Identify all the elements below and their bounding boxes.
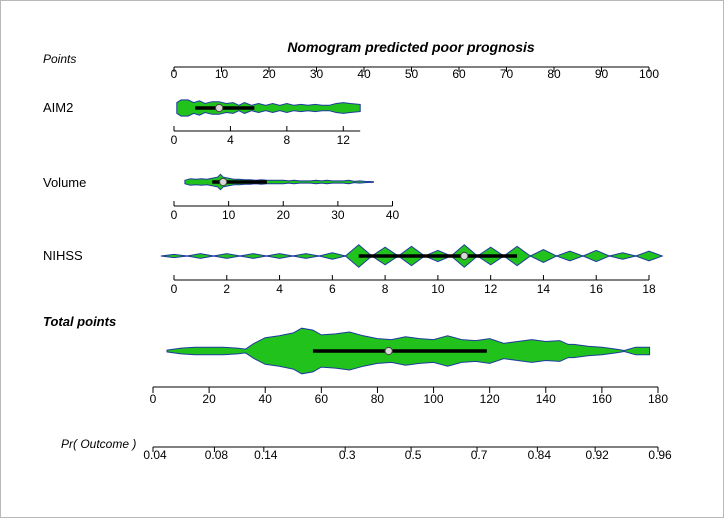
volume-tick-label: 30 [331,208,345,222]
volume-violin [184,173,374,191]
aim2-tick-label: 0 [171,133,178,147]
aim2-violin [176,99,361,117]
total-points-tick-label: 20 [202,392,216,406]
total-points-tick-label: 120 [480,392,500,406]
total-points-tick-label: 140 [536,392,556,406]
probability-tick-label: 0.5 [405,448,422,462]
points-tick-label: 30 [310,67,324,81]
points-tick-label: 40 [357,67,371,81]
points-row: Points 0 10 20 30 40 50 60 70 80 90 100 [43,52,659,81]
volume-row: Volume 0 10 20 30 40 [43,173,400,222]
points-tick-label: 80 [547,67,561,81]
total-points-tick-label: 40 [259,392,273,406]
nihss-label: NIHSS [43,248,83,263]
probability-tick-label: 0.92 [585,448,609,462]
nihss-tick-label: 14 [537,282,551,296]
total-points-tick-label: 0 [150,392,157,406]
aim2-median-point [215,103,224,113]
points-tick-label: 60 [452,67,466,81]
points-tick-label: 70 [500,67,514,81]
aim2-tick-label: 4 [227,133,234,147]
aim2-row: AIM2 0 4 8 12 [43,99,361,147]
points-tick-label: 0 [171,67,178,81]
total-points-median-point [384,346,393,356]
probability-tick-label: 0.96 [648,448,672,462]
nihss-tick-label: 0 [171,282,178,296]
nihss-tick-label: 6 [329,282,336,296]
probability-label: Pr( Outcome ) [61,437,136,451]
points-tick-label: 50 [405,67,419,81]
points-tick-label: 100 [639,67,659,81]
total-points-tick-label: 100 [424,392,444,406]
nihss-tick-label: 18 [642,282,656,296]
probability-tick-label: 0.08 [205,448,229,462]
volume-label: Volume [43,175,86,190]
nihss-tick-label: 2 [223,282,230,296]
points-tick-label: 10 [215,67,229,81]
probability-tick-label: 0.3 [339,448,356,462]
volume-tick-label: 0 [171,208,178,222]
aim2-label: AIM2 [43,100,73,115]
probability-tick-label: 0.7 [471,448,488,462]
nihss-tick-label: 10 [431,282,445,296]
volume-tick-label: 10 [222,208,236,222]
volume-tick-label: 40 [386,208,400,222]
probability-tick-label: 0.84 [528,448,552,462]
volume-tick-label: 20 [277,208,291,222]
nihss-tick-label: 16 [590,282,604,296]
nihss-tick-label: 8 [382,282,389,296]
total-points-label: Total points [43,314,116,329]
total-points-row: Total points 0 20 40 60 80 100 120 140 160 180 [43,314,668,406]
points-label: Points [43,52,76,66]
chart-title: Nomogram predicted poor prognosis [287,39,535,55]
points-tick-label: 20 [262,67,276,81]
points-tick-label: 90 [595,67,609,81]
total-points-tick-label: 80 [371,392,385,406]
probability-tick-label: 0.14 [254,448,278,462]
nihss-median-point [460,251,469,261]
aim2-tick-label: 12 [337,133,351,147]
total-points-tick-label: 160 [592,392,612,406]
total-points-tick-label: 180 [648,392,668,406]
nihss-tick-label: 4 [276,282,283,296]
aim2-tick-label: 8 [284,133,291,147]
volume-median-point [219,177,228,187]
nihss-row: NIHSS 0 2 4 6 8 10 12 14 16 18 [43,244,664,296]
probability-row: Pr( Outcome ) 0.04 0.08 0.14 0.3 0.5 0.7 0.84 0… [61,437,672,462]
probability-tick-label: 0.04 [143,448,167,462]
total-points-tick-label: 60 [315,392,329,406]
nihss-tick-label: 12 [484,282,498,296]
